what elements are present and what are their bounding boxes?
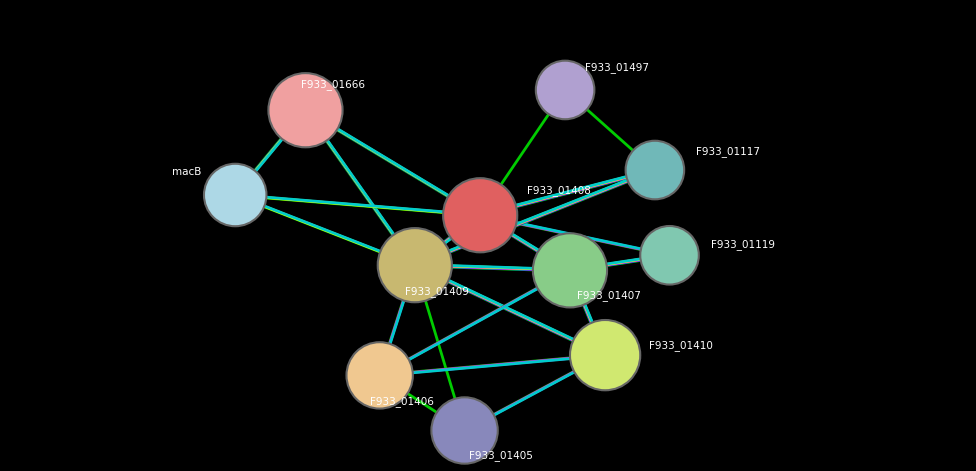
Text: F933_01117: F933_01117	[696, 146, 760, 157]
Ellipse shape	[268, 73, 343, 147]
Ellipse shape	[346, 342, 413, 408]
Text: F933_01497: F933_01497	[585, 62, 649, 73]
Text: F933_01119: F933_01119	[711, 239, 775, 251]
Ellipse shape	[443, 178, 517, 252]
Text: F933_01409: F933_01409	[405, 285, 468, 297]
Ellipse shape	[640, 226, 699, 284]
Ellipse shape	[204, 164, 266, 226]
Ellipse shape	[378, 228, 452, 302]
Ellipse shape	[570, 320, 640, 390]
Ellipse shape	[533, 233, 607, 308]
Ellipse shape	[626, 141, 684, 199]
Text: F933_01405: F933_01405	[469, 450, 533, 461]
Text: macB: macB	[172, 167, 201, 178]
Ellipse shape	[431, 398, 498, 463]
Text: F933_01410: F933_01410	[649, 340, 712, 351]
Text: F933_01406: F933_01406	[370, 396, 433, 407]
Text: F933_01408: F933_01408	[527, 185, 590, 196]
Ellipse shape	[536, 61, 594, 119]
Text: F933_01666: F933_01666	[301, 79, 365, 90]
Text: F933_01407: F933_01407	[577, 290, 640, 301]
